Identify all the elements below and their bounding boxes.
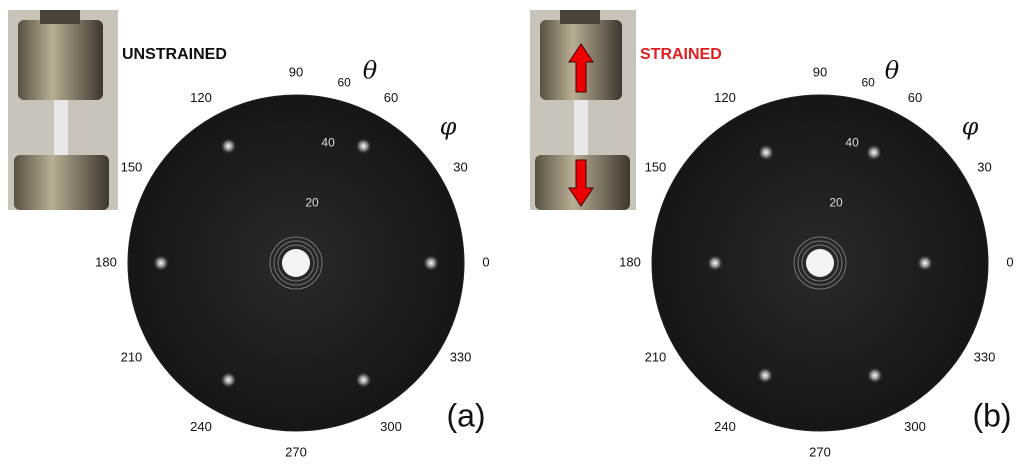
angle-label: 300 [904, 419, 926, 434]
center-ring [797, 240, 843, 286]
angle-label: 270 [809, 444, 831, 459]
diffraction-spot [917, 255, 933, 271]
angle-label: 210 [645, 349, 667, 364]
angle-label: 330 [974, 349, 996, 364]
panel-label: STRAINED [640, 46, 722, 63]
diffraction-spot [866, 367, 883, 384]
photo [530, 10, 636, 210]
angle-label: 150 [645, 159, 667, 174]
diffraction-spot [758, 144, 775, 161]
angle-label: 180 [619, 254, 641, 269]
panel-tag: (a) [446, 397, 485, 433]
radius-label: 20 [829, 195, 843, 209]
center-ring [793, 236, 847, 290]
theta-symbol: θ [885, 57, 900, 85]
angle-label: 240 [190, 419, 212, 434]
polar-panel: 0 30 60 90 120 150 180 210 240 270 300 330 20 40 60 θ φ S… [619, 46, 1013, 459]
panel-label: UNSTRAINED [122, 46, 227, 63]
angle-label: 30 [453, 159, 467, 174]
angle-label: 180 [95, 254, 117, 269]
angle-label: 60 [384, 90, 398, 105]
diffraction-spot [355, 371, 372, 388]
panel-tag: (b) [972, 397, 1011, 433]
diffraction-spot [153, 255, 169, 271]
center-ring [801, 244, 839, 282]
angle-label: 210 [121, 349, 143, 364]
angle-label: 300 [380, 419, 402, 434]
center-ring [269, 236, 323, 290]
angle-label: 120 [714, 90, 736, 105]
angle-label: 30 [977, 159, 991, 174]
radius-label: 60 [861, 76, 875, 90]
diffraction-spot [707, 255, 723, 271]
center-ring [277, 244, 315, 282]
center-beam [806, 249, 834, 277]
theta-symbol: θ [363, 57, 378, 85]
radius-label: 40 [321, 135, 335, 149]
angle-label: 90 [289, 64, 303, 79]
radius-label: 40 [845, 135, 859, 149]
phi-symbol: φ [440, 113, 457, 141]
angle-label: 330 [450, 349, 472, 364]
radius-label: 60 [337, 76, 351, 90]
angle-label: 0 [1006, 254, 1013, 269]
diffraction-spot [220, 371, 237, 388]
angle-label: 0 [482, 254, 489, 269]
diffraction-spot [355, 138, 372, 155]
diffraction-spot [423, 255, 439, 271]
angle-label: 60 [908, 90, 922, 105]
center-ring [273, 240, 319, 286]
angle-label: 240 [714, 419, 736, 434]
angle-label: 270 [285, 444, 307, 459]
angle-label: 150 [121, 159, 143, 174]
diffraction-spot [757, 367, 774, 384]
phi-symbol: φ [962, 113, 979, 141]
diffraction-spot [220, 138, 237, 155]
photo [8, 10, 118, 210]
radius-label: 20 [305, 195, 319, 209]
center-beam [282, 249, 310, 277]
strain-arrow [568, 43, 594, 207]
polar-panel: 0 30 60 90 120 150 180 210 240 270 300 330 20 40 60 θ φ U… [95, 46, 489, 459]
diffraction-spot [865, 144, 882, 161]
angle-label: 90 [813, 64, 827, 79]
angle-label: 120 [190, 90, 212, 105]
